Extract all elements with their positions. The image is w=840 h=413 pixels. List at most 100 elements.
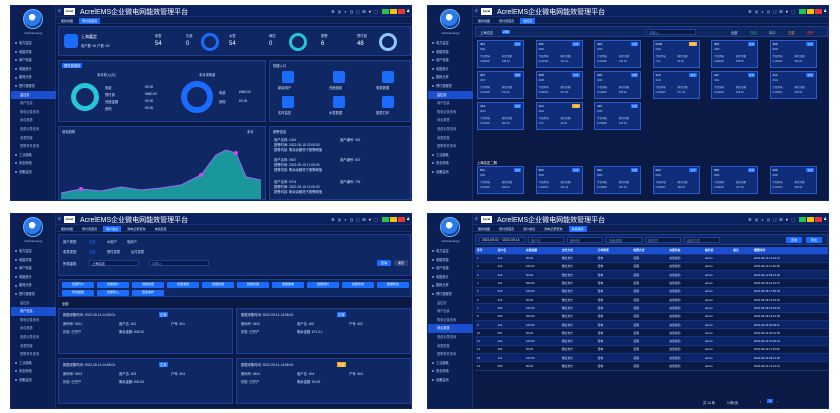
menu-item[interactable]: 能耗分析 (428, 281, 473, 290)
status-red-icon[interactable] (398, 9, 405, 14)
column-header[interactable]: 用户名 (495, 247, 524, 255)
menu-toggle-icon[interactable]: ≡ (475, 8, 478, 14)
menu-item[interactable]: 购电记录查询 (20, 109, 40, 114)
search-input[interactable]: 请输入 (149, 260, 209, 266)
menu-item[interactable]: 报警事件查询 (437, 352, 457, 357)
menu-item[interactable]: 工业能耗 (428, 151, 473, 160)
tab-active[interactable]: 预付费首页 (79, 17, 101, 24)
menu-item[interactable]: 安全用电 (11, 367, 56, 376)
meter-card[interactable]: 503 正常 0503 今日用电 剩余余额 0.01kWh ¥52.00 (594, 166, 641, 194)
tab[interactable]: 购电记录查询 (127, 226, 146, 231)
column-header[interactable]: 订单类型 (595, 247, 632, 255)
status-yellow-icon[interactable] (807, 9, 814, 14)
table-row[interactable]: 8 602 200.00 微信支付 售电 远程 充值成功 admin 2022-09-06 15… (475, 312, 828, 321)
menu-item[interactable]: 预付费服务 (11, 82, 56, 91)
legend-item[interactable]: 报警 (807, 31, 814, 35)
meter-card[interactable]: 403 正常 0403 今日用电 剩余余额 0.02kWh ¥40.33 (594, 40, 641, 68)
meter-card[interactable]: 405 正常 0405 今日用电 剩余余额 0.06kWh ¥98.65 (711, 40, 758, 68)
table-row[interactable]: 1 412 50.00 微信支付 售电 远程 充值成功 admin 2022-09-14 14:… (475, 254, 828, 263)
menu-item[interactable]: 电力监控 (428, 247, 473, 256)
legend-item[interactable]: 全部 (731, 31, 738, 35)
filter-select[interactable]: 充值类型 (606, 237, 642, 243)
column-header[interactable]: 操作员 (703, 247, 732, 255)
filter-select[interactable]: 操作员 (645, 237, 681, 243)
status-yellow-icon[interactable] (807, 217, 814, 222)
menu-item[interactable]: 设备监测 (11, 376, 56, 385)
toolbar-icons[interactable]: ⚙ ◎ ⌕ ◷ ⛶ ⊞ ♥ ⬚ (748, 9, 796, 14)
filter-option[interactable]: 水用户 (107, 240, 117, 244)
user-icon[interactable]: ♟ (406, 8, 410, 13)
meter-data-icon[interactable] (382, 71, 394, 83)
table-row[interactable]: 11 410 100.00 微信支付 售电 远程 充值成功 admin 2022-09-03 1… (475, 336, 828, 346)
menu-item[interactable]: 安全用电 (11, 159, 56, 168)
menu-item-active[interactable]: 综合报表 (428, 324, 473, 333)
menu-item-active[interactable]: 用户信息 (11, 307, 56, 316)
tab[interactable]: 能耗地图 (61, 226, 74, 231)
bulk-action-button[interactable]: 批量开户 (62, 282, 94, 288)
menu-item[interactable]: 能耗分析 (11, 73, 56, 82)
menu-item[interactable]: 电能统计 (11, 273, 56, 282)
search-input[interactable]: 请输入 (646, 29, 696, 35)
status-red-icon[interactable] (815, 217, 822, 222)
income-tab[interactable]: 预付费首页 (62, 63, 83, 68)
tab[interactable]: 购电记录查询 (544, 226, 563, 231)
user-icon[interactable]: ♟ (823, 216, 827, 221)
menu-item[interactable]: 电力监控 (11, 39, 56, 48)
menu-item[interactable]: 工业能耗 (11, 151, 56, 160)
next-page-icon[interactable]: › (777, 400, 779, 404)
meter-card[interactable]: 501 正常 0501 今日用电 剩余余额 0.04kWh ¥55.00 (477, 166, 524, 194)
menu-item[interactable]: 电能统计 (11, 65, 56, 74)
quick-label[interactable]: 水表数据 (329, 111, 343, 115)
user-record-card[interactable]: 数据采集时间: 2022-09-14 14:55:04 正常 房间号: 0402 用户… (236, 308, 411, 354)
menu-item[interactable]: 工业能耗 (428, 359, 473, 368)
menu-item[interactable]: 预付费服务 (428, 290, 473, 299)
filter-option[interactable]: 电用户 (127, 240, 137, 244)
recharge-icon[interactable] (333, 71, 345, 83)
menu-item[interactable]: 电表配置 (437, 135, 450, 140)
meter-card[interactable]: 414 欠费 0414 今日用电 剩余余额 0.00 ¥0.00 (535, 102, 583, 130)
menu-item[interactable]: 用户电量 (11, 56, 56, 65)
status-red-icon[interactable] (815, 9, 822, 14)
tab[interactable]: 能耗地图 (61, 18, 74, 23)
avatar[interactable] (440, 217, 460, 237)
filter-input[interactable]: 用户名 (528, 237, 564, 243)
filter-input[interactable]: 房间号 (567, 237, 603, 243)
quick-label[interactable]: 报表打印 (376, 111, 390, 115)
quick-label[interactable]: 新增用户 (278, 86, 292, 90)
meter-card[interactable]: 505 正常 0505 今日用电 剩余余额 0.05kWh ¥47.00 (711, 166, 758, 194)
avatar[interactable] (440, 9, 460, 29)
search-button[interactable]: 查询 (786, 237, 802, 243)
menu-item[interactable]: 能耗分析 (11, 281, 56, 290)
menu-item[interactable]: 电表配置 (437, 343, 450, 348)
filter-option[interactable]: 全部 (89, 240, 96, 244)
meter-card[interactable]: 0404 欠费 0404 今日用电 剩余余额 2.06 ¥0.00 (652, 40, 700, 68)
filter-option[interactable]: 后付费表 (131, 250, 145, 254)
status-green-icon[interactable] (382, 9, 389, 14)
tab[interactable]: 预付费首页 (499, 18, 515, 23)
menu-item[interactable]: 电能质量 (11, 256, 56, 265)
monitor-icon[interactable] (282, 96, 294, 108)
menu-item[interactable]: 综合报表 (20, 118, 33, 123)
menu-toggle-icon[interactable]: ≡ (475, 216, 478, 222)
menu-item[interactable]: 电力监控 (428, 39, 473, 48)
tab[interactable]: 电表配置 (154, 226, 167, 231)
meter-card[interactable]: 411 正常 0411 今日用电 剩余余额 0.02kWh ¥29.00 (711, 71, 758, 99)
quick-label[interactable]: 充值缴费 (329, 86, 343, 90)
menu-item-active[interactable]: 监控页 (11, 90, 56, 100)
user-record-card[interactable]: 数据采集时间: 2022-09-14 14:55:04 欠费 房间号: 0404 用户… (236, 358, 411, 404)
chart-month[interactable]: 本月 (247, 130, 254, 134)
menu-item[interactable]: 电力监控 (11, 247, 56, 256)
legend-item[interactable]: 在线 (750, 31, 757, 35)
export-button[interactable]: 导出 (806, 237, 822, 243)
bulk-action-button[interactable]: 导出模板 (62, 290, 94, 296)
trend-point[interactable] (234, 151, 238, 155)
filter-option[interactable]: 预付费表 (107, 250, 121, 254)
column-header[interactable]: 收费方式 (631, 247, 668, 255)
tab[interactable]: 能耗地图 (478, 18, 491, 23)
add-user-icon[interactable] (282, 71, 294, 83)
menu-item[interactable]: 用户信息 (20, 101, 33, 106)
table-row[interactable]: 4 411 500.00 微信支付 售电 远程 充值成功 admin 2022-09-09 10… (475, 278, 828, 288)
meter-card[interactable]: 415 正常 0415 今日用电 剩余余额 0.03kWh ¥15.00 (594, 102, 641, 130)
quick-label[interactable]: 电表数据 (376, 86, 390, 90)
tab-active[interactable]: 监控页 (520, 17, 536, 24)
